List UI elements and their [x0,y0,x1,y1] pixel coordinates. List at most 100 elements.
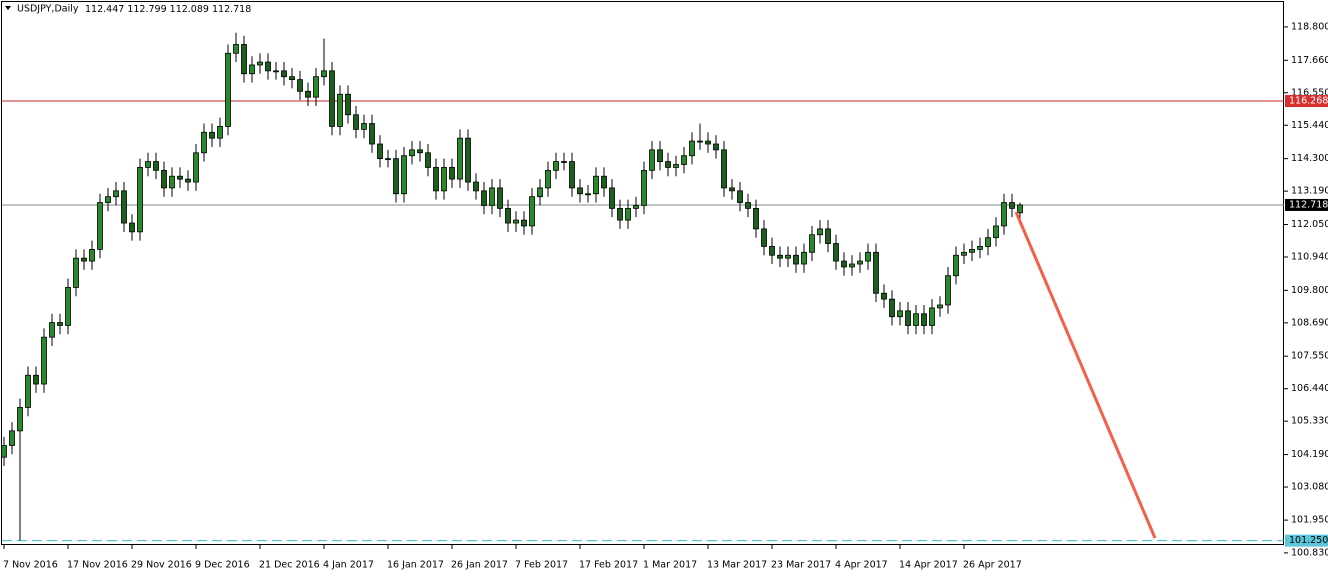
candle-body [617,207,623,221]
candle-body [713,143,719,151]
trend-line [1014,211,1157,539]
candle-body [681,155,687,165]
candle-body [641,169,647,206]
candle-body [65,287,71,326]
candle-body [393,158,399,195]
candle-body [1,445,7,458]
y-tick-label: 100.830 [1291,547,1328,558]
candle-body [105,196,111,203]
candle-body [137,167,143,233]
candle-body [161,169,167,189]
candle-body [337,93,343,127]
candle-body [993,225,999,239]
candle-body [769,246,775,256]
candle-body [753,207,759,230]
plot-frame [1,1,1284,545]
candle-body [721,149,727,189]
ohlc-readout: 112.447 112.799 112.089 112.718 [85,4,251,15]
y-tick-label: 103.080 [1291,482,1328,493]
candle-body [217,126,223,139]
candle-body [449,167,455,180]
candle-body [1017,204,1023,214]
candle-body [689,140,695,157]
candle-body [585,193,591,196]
candle-body [881,292,887,300]
candle-body [17,407,23,432]
candle-body [249,64,255,75]
ohlc-open: 112.447 [85,4,124,15]
menu-triangle[interactable] [5,6,11,10]
candle-body [833,243,839,262]
x-tick-label: 7 Feb 2017 [515,560,568,571]
candle-body [825,228,831,244]
candle-body [657,149,663,162]
y-tick-label: 117.660 [1291,55,1328,66]
x-tick-label: 23 Mar 2017 [771,560,831,571]
candle-body [649,149,655,171]
candle-body [297,79,303,92]
candle-body [913,313,919,326]
y-tick-label: 101.950 [1291,515,1328,526]
candle-body [985,237,991,247]
x-tick-label: 29 Nov 2016 [131,560,192,571]
candle-body [529,196,535,227]
y-tick-label: 106.440 [1291,383,1328,394]
x-tick-label: 21 Dec 2016 [259,560,320,571]
candle-body [857,260,863,265]
price-level-label: 116.268 [1289,96,1328,107]
candle-body [313,76,319,98]
x-tick-label: 16 Jan 2017 [387,560,444,571]
y-tick-label: 109.800 [1291,285,1328,296]
candle-body [777,254,783,259]
candle-body [497,187,503,209]
candle-body [129,222,135,233]
candle-body [305,90,311,98]
candle-body [193,152,199,183]
candle-body [761,228,767,247]
y-tick-label: 114.300 [1291,153,1328,164]
price-level-tag [1285,534,1328,547]
candle-body [489,187,495,206]
candle-body [945,275,951,306]
candle-body [849,263,855,268]
candle-body [369,123,375,145]
candle-body [593,175,599,195]
candle-body [9,430,15,446]
candle-body [665,161,671,168]
candle-body [169,175,175,189]
candle-body [353,114,359,130]
candle-body [633,205,639,209]
y-tick-label: 112.050 [1291,219,1328,230]
y-tick-label: 115.440 [1291,120,1328,131]
x-tick-label: 17 Feb 2017 [579,560,638,571]
candle-body [625,207,631,221]
candle-body [873,251,879,294]
candle-body [553,161,559,171]
candle-body [801,251,807,265]
candle-body [113,190,119,198]
candle-body [241,44,247,75]
y-tick-label: 113.190 [1291,186,1328,197]
ohlc-close: 112.718 [212,4,251,15]
y-tick-label: 104.190 [1291,449,1328,460]
candle-body [729,187,735,192]
candle-body [929,307,935,326]
candle-body [889,298,895,318]
candle-body [841,260,847,268]
price-level-tag [1285,95,1328,108]
candle-body [921,313,927,326]
y-tick-label: 110.940 [1291,251,1328,262]
x-tick-label: 1 Mar 2017 [643,560,697,571]
candle-body [145,161,151,168]
x-tick-label: 9 Dec 2016 [195,560,250,571]
candle-body [473,181,479,192]
candle-body [97,202,103,250]
candle-body [153,161,159,171]
candle-body [457,137,463,180]
candle-body [1001,202,1007,227]
candle-body [185,178,191,183]
candle-body [233,44,239,54]
candle-body [577,187,583,195]
candle-body [537,187,543,198]
